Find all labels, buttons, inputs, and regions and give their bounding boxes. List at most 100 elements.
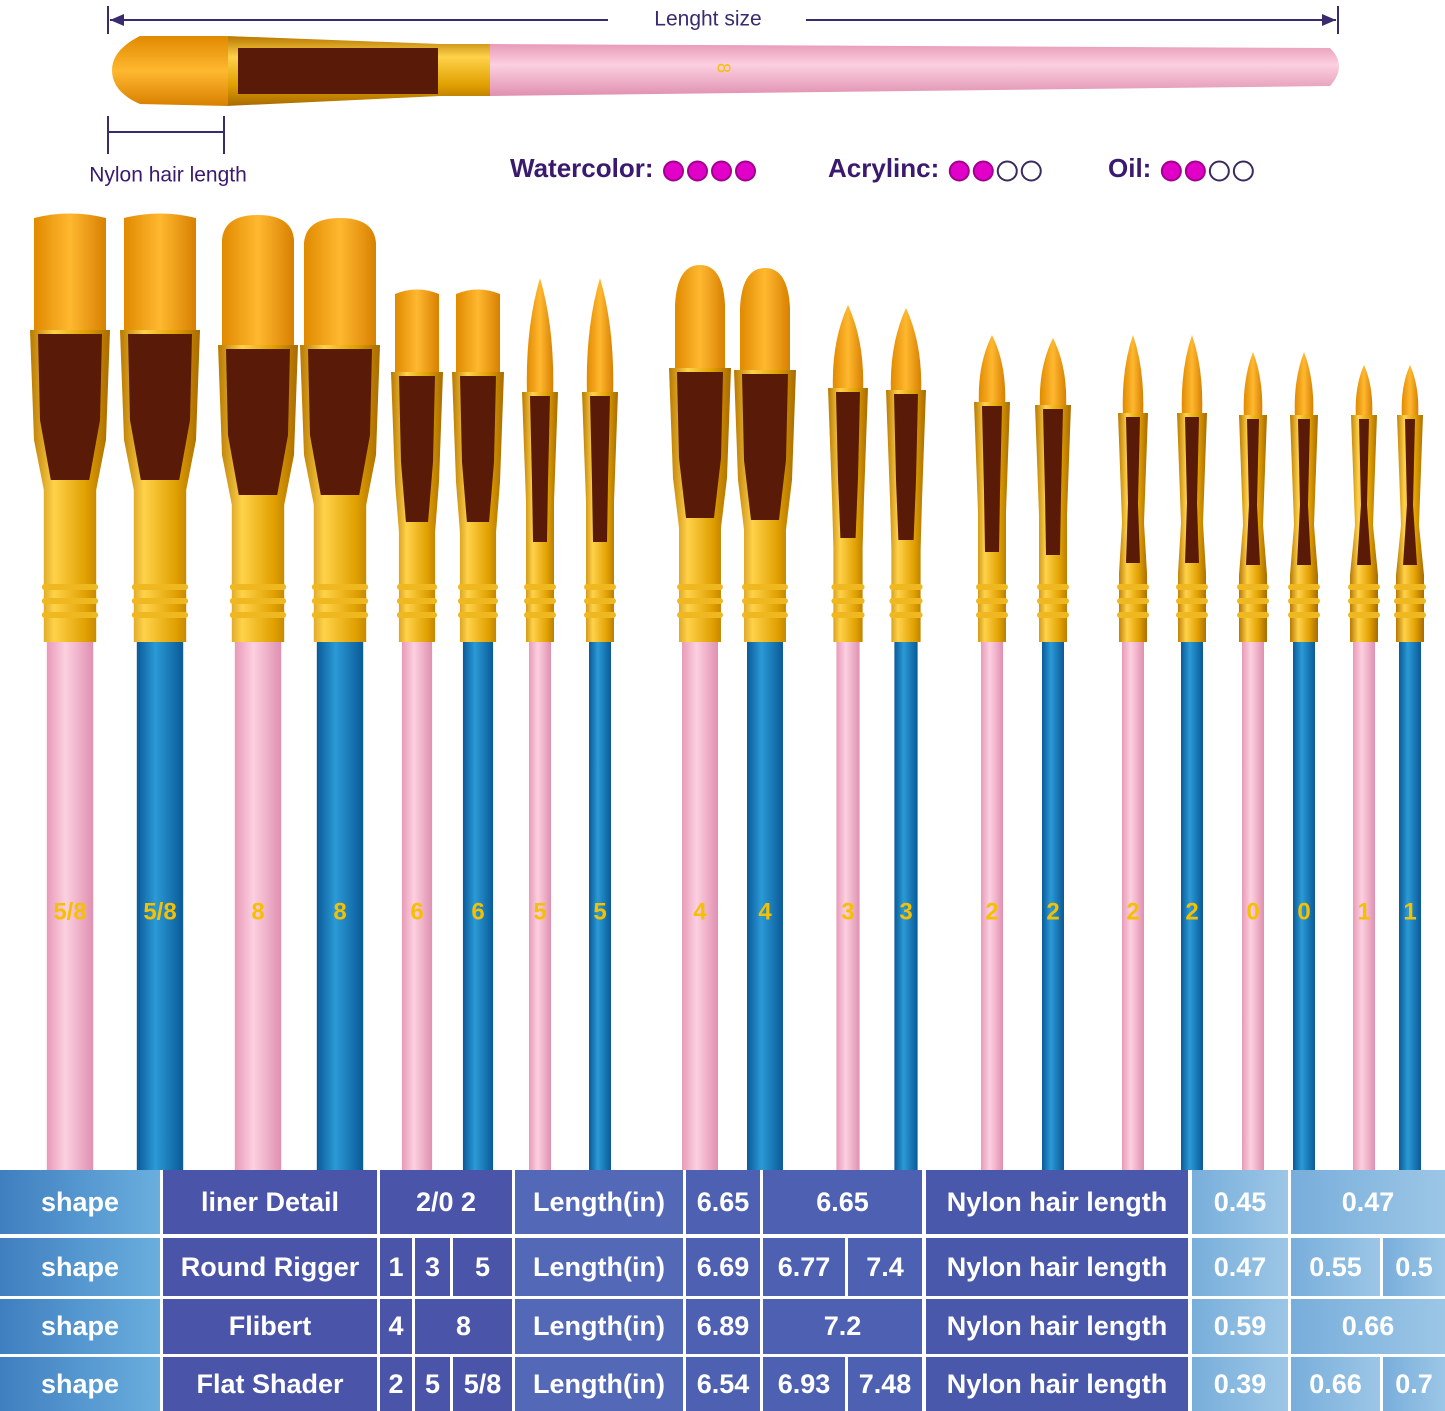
ferrule-ring: [1394, 612, 1426, 618]
ferrule-ring: [311, 584, 369, 590]
dot-filled: [1160, 160, 1182, 182]
size-label: 4: [693, 898, 707, 925]
table-cell: 5/8: [453, 1357, 512, 1411]
bristles: [526, 278, 554, 396]
ferrule-ring: [1037, 598, 1069, 604]
size-label: 5: [533, 898, 546, 925]
ferrule-shadow: [1297, 419, 1311, 565]
ferrule-ring: [457, 612, 499, 618]
ferrule-ring: [1037, 612, 1069, 618]
ferrule-ring: [742, 598, 788, 604]
table-cell: Round Rigger: [163, 1238, 377, 1296]
ferrule-ring: [1348, 612, 1380, 618]
bristles: [1355, 365, 1373, 419]
table-cell: 0.45: [1192, 1170, 1288, 1234]
ferrule-shadow: [399, 376, 435, 522]
ferrule-shadow: [1043, 409, 1063, 555]
ferrule-ring: [1394, 584, 1426, 590]
size-label: 3: [899, 898, 912, 925]
ferrule-ring: [396, 598, 438, 604]
ferrule-ring: [742, 612, 788, 618]
handle: [589, 642, 611, 1170]
table-cell: Length(in): [515, 1170, 683, 1234]
ferrule-ring: [1176, 612, 1208, 618]
table-cell: 5: [415, 1357, 450, 1411]
table-cell: 7.4: [848, 1238, 922, 1296]
dot-filled: [972, 160, 994, 182]
length-label: Lenght size: [654, 8, 761, 31]
ferrule-shadow: [677, 372, 723, 518]
handle: [682, 642, 718, 1170]
size-label: 0: [1246, 898, 1259, 925]
ferrule-shadow: [530, 396, 550, 542]
ferrule-shadow: [1185, 417, 1199, 563]
ferrule-shadow: [460, 376, 496, 522]
bristles: [124, 213, 196, 334]
bristles: [222, 215, 294, 349]
bristles: [978, 335, 1006, 406]
ferrule-shadow: [982, 406, 1002, 552]
ferrule-shadow: [1403, 419, 1417, 565]
handle: [462, 642, 494, 1170]
handle: [529, 642, 551, 1170]
handle: [316, 642, 364, 1170]
ferrule-ring: [1288, 598, 1320, 604]
table-cell: 0.59: [1192, 1299, 1288, 1354]
size-label: 4: [758, 898, 772, 925]
dot-empty: [1020, 160, 1042, 182]
handle: [401, 642, 433, 1170]
rating-label: Watercolor:: [510, 153, 654, 183]
ferrule-shadow: [894, 394, 918, 540]
bristles: [1243, 352, 1263, 419]
ferrule-shadow: [128, 334, 192, 480]
ferrule-ring: [742, 584, 788, 590]
table-cell: 2: [380, 1357, 412, 1411]
ferrule-ring: [584, 612, 616, 618]
handle: [747, 642, 783, 1170]
handle: [1042, 642, 1064, 1170]
bristles: [1181, 335, 1203, 417]
ferrule-ring: [831, 612, 865, 618]
table-cell: shape: [0, 1170, 160, 1234]
table-cell: 4: [380, 1299, 412, 1354]
ferrule-ring: [1117, 612, 1149, 618]
handle: [1242, 642, 1264, 1170]
ferrule-ring: [229, 612, 287, 618]
brush-size: 8: [713, 63, 733, 73]
ferrule-shadow: [590, 396, 610, 542]
ferrule-shadow: [1357, 419, 1371, 565]
ferrule-ring: [889, 584, 923, 590]
table-cell: Flibert: [163, 1299, 377, 1354]
ferrule-shadow: [836, 392, 860, 538]
size-label: 2: [1185, 898, 1198, 925]
ferrule-ring: [524, 598, 556, 604]
bristles: [890, 308, 922, 394]
ferrule-ring: [584, 598, 616, 604]
table-cell: 0.66: [1291, 1299, 1445, 1354]
table-cell: Nylon hair length: [926, 1170, 1188, 1234]
size-label: 8: [251, 898, 264, 925]
table-cell: 6.89: [686, 1299, 760, 1354]
handle: [1353, 642, 1375, 1170]
ferrule-ring: [889, 612, 923, 618]
table-cell: 6.93: [763, 1357, 845, 1411]
table-cell: Flat Shader: [163, 1357, 377, 1411]
ferrule-ring: [311, 612, 369, 618]
ferrule-ring: [889, 598, 923, 604]
ferrule-ring: [41, 612, 99, 618]
ferrule-ring: [131, 598, 189, 604]
ferrule-ring: [1288, 612, 1320, 618]
ferrule-ring: [1176, 584, 1208, 590]
illustration: Lenght size 8 Nylon hair length Watercol…: [30, 6, 1426, 1170]
handle: [1181, 642, 1203, 1170]
table-cell: 7.2: [763, 1299, 922, 1354]
ferrule-ring: [1394, 598, 1426, 604]
table-cell: 0.47: [1291, 1170, 1445, 1234]
bristles: [304, 218, 376, 349]
ferrule-ring: [677, 598, 723, 604]
bristles: [34, 213, 106, 334]
ferrule-ring: [831, 598, 865, 604]
bristles: [456, 289, 500, 376]
ferrule-ring: [41, 584, 99, 590]
table-cell: 0.7: [1383, 1357, 1445, 1411]
